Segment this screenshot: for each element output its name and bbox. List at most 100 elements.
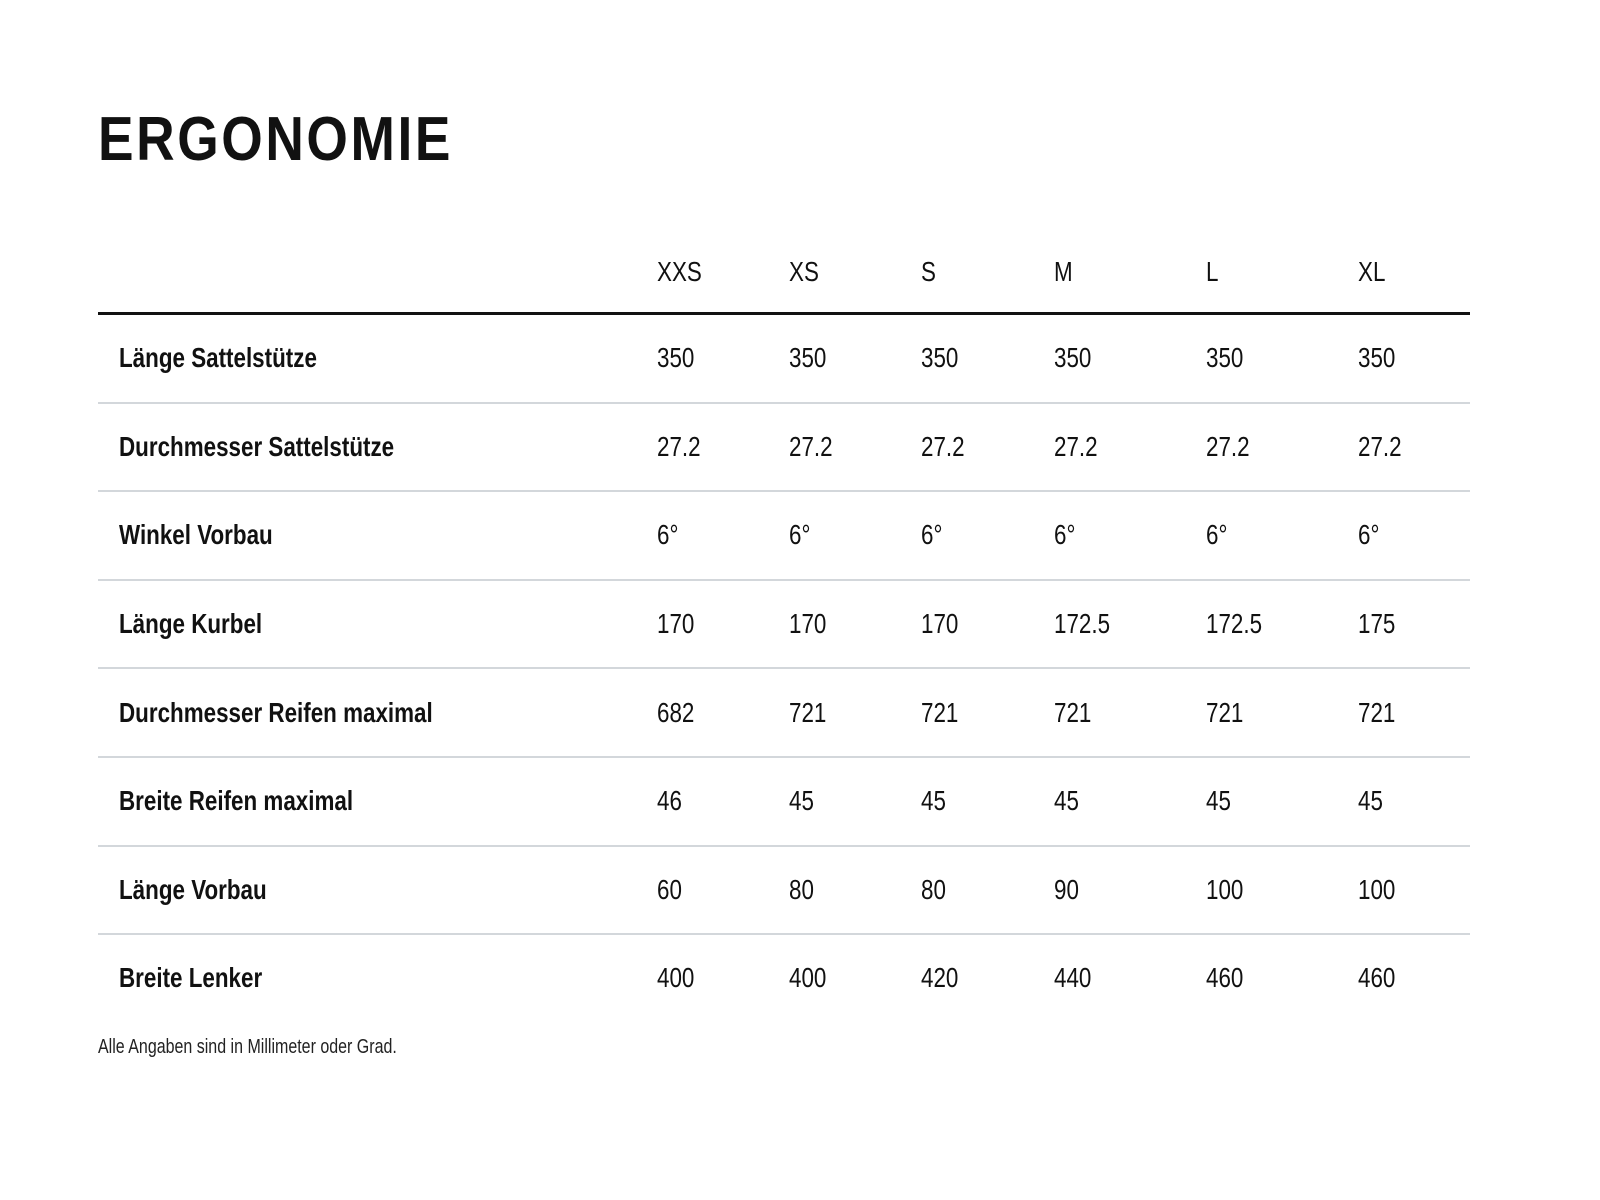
cell-value: 172.5 [1054, 608, 1111, 640]
table-cell: 27.2 [657, 402, 789, 493]
cell-value: 170 [657, 608, 695, 640]
page-title: ERGONOMIE [98, 105, 454, 174]
table-row: Durchmesser Reifen maximal 682 721 721 721 72… [98, 668, 1470, 758]
row-label-text: Winkel Vorbau [119, 519, 273, 551]
cell-value: 45 [1054, 785, 1079, 817]
row-label: Breite Lenker [98, 934, 657, 1022]
table-cell: 460 [1358, 934, 1470, 1022]
table-cell: 45 [921, 756, 1054, 847]
cell-value: 27.2 [1054, 430, 1098, 462]
row-label-text: Länge Kurbel [119, 608, 263, 640]
table-row: Länge Sattelstütze 350 350 350 350 350 350 [98, 313, 1470, 404]
column-header-label: M [1054, 256, 1073, 287]
cell-value: 6° [1054, 519, 1076, 551]
column-header-xl: XL [1358, 232, 1470, 315]
cell-value: 400 [657, 962, 695, 994]
cell-value: 45 [1358, 785, 1383, 817]
table-cell: 6° [1358, 491, 1470, 581]
row-label-text: Breite Reifen maximal [119, 785, 354, 817]
cell-value: 46 [657, 785, 682, 817]
ergonomics-table: XXS XS S M L XL Länge Sattelstütze 350 350 350 35… [98, 232, 1470, 1022]
table-cell: 80 [789, 845, 921, 936]
table-cell: 721 [789, 668, 921, 758]
table-cell: 100 [1206, 845, 1358, 936]
column-header-s: S [921, 232, 1054, 315]
table-cell: 350 [1206, 313, 1358, 404]
table-cell: 721 [1054, 668, 1206, 758]
table-cell: 27.2 [1206, 402, 1358, 493]
table-cell: 350 [789, 313, 921, 404]
column-header-m: M [1054, 232, 1206, 315]
row-label: Durchmesser Reifen maximal [98, 668, 657, 758]
cell-value: 172.5 [1206, 608, 1263, 640]
row-label: Länge Sattelstütze [98, 313, 657, 404]
cell-value: 80 [789, 873, 814, 905]
table-cell: 721 [921, 668, 1054, 758]
cell-value: 45 [789, 785, 814, 817]
table-cell: 27.2 [1054, 402, 1206, 493]
cell-value: 460 [1206, 962, 1244, 994]
table-row: Breite Lenker 400 400 420 440 460 460 [98, 934, 1470, 1022]
table-cell: 45 [1358, 756, 1470, 847]
row-label: Breite Reifen maximal [98, 756, 657, 847]
table-cell: 400 [657, 934, 789, 1022]
cell-value: 6° [789, 519, 811, 551]
table-cell: 45 [1054, 756, 1206, 847]
table-row: Durchmesser Sattelstütze 27.2 27.2 27.2 27.2… [98, 402, 1470, 493]
table-cell: 170 [921, 579, 1054, 670]
row-label: Winkel Vorbau [98, 491, 657, 581]
column-header-xxs: XXS [657, 232, 789, 315]
row-label-text: Durchmesser Sattelstütze [119, 430, 395, 462]
table-cell: 27.2 [789, 402, 921, 493]
table-cell: 80 [921, 845, 1054, 936]
cell-value: 175 [1358, 608, 1396, 640]
table-cell: 460 [1206, 934, 1358, 1022]
table-cell: 400 [789, 934, 921, 1022]
row-label-text: Länge Sattelstütze [119, 342, 317, 374]
cell-value: 350 [1054, 342, 1092, 374]
table-cell: 170 [657, 579, 789, 670]
column-header-label: L [1206, 256, 1219, 287]
cell-value: 90 [1054, 873, 1079, 905]
row-label: Durchmesser Sattelstütze [98, 402, 657, 493]
cell-value: 45 [921, 785, 946, 817]
column-header-label: S [921, 256, 936, 287]
column-header-label: XL [1358, 256, 1386, 287]
cell-value: 350 [657, 342, 695, 374]
table-cell: 46 [657, 756, 789, 847]
table-cell: 6° [1206, 491, 1358, 581]
cell-value: 721 [789, 696, 827, 728]
cell-value: 6° [657, 519, 679, 551]
table-cell: 350 [1358, 313, 1470, 404]
cell-value: 27.2 [1206, 430, 1250, 462]
cell-value: 420 [921, 962, 959, 994]
cell-value: 460 [1358, 962, 1396, 994]
table-cell: 45 [1206, 756, 1358, 847]
cell-value: 721 [1358, 696, 1396, 728]
cell-value: 45 [1206, 785, 1231, 817]
cell-value: 6° [1358, 519, 1380, 551]
row-label-text: Länge Vorbau [119, 873, 267, 905]
row-label-text: Breite Lenker [119, 962, 263, 994]
footnote: Alle Angaben sind in Millimeter oder Gra… [98, 1036, 397, 1058]
cell-value: 27.2 [1358, 430, 1402, 462]
table-cell: 350 [1054, 313, 1206, 404]
cell-value: 350 [1358, 342, 1396, 374]
table-cell: 6° [789, 491, 921, 581]
table-cell: 170 [789, 579, 921, 670]
cell-value: 27.2 [657, 430, 701, 462]
header-row: XXS XS S M L XL [98, 232, 1470, 315]
header-empty [98, 232, 657, 315]
cell-value: 80 [921, 873, 946, 905]
cell-value: 100 [1206, 873, 1244, 905]
cell-value: 60 [657, 873, 682, 905]
cell-value: 682 [657, 696, 695, 728]
table-cell: 27.2 [1358, 402, 1470, 493]
row-label-text: Durchmesser Reifen maximal [119, 696, 433, 728]
table-row: Winkel Vorbau 6° 6° 6° 6° 6° 6° [98, 491, 1470, 581]
cell-value: 6° [921, 519, 943, 551]
table-row: Länge Vorbau 60 80 80 90 100 100 [98, 845, 1470, 936]
cell-value: 27.2 [921, 430, 965, 462]
table-cell: 721 [1358, 668, 1470, 758]
column-header-xs: XS [789, 232, 921, 315]
